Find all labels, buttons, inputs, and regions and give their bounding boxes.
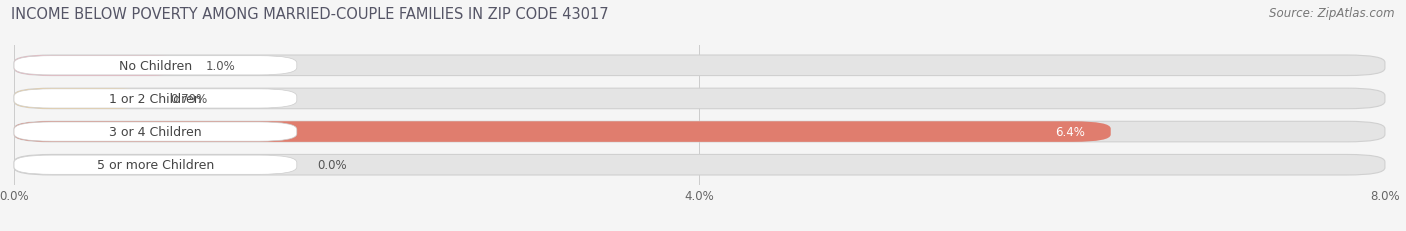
Text: 0.0%: 0.0% (318, 158, 347, 171)
FancyBboxPatch shape (14, 155, 1385, 175)
FancyBboxPatch shape (14, 56, 1385, 76)
Text: No Children: No Children (120, 60, 193, 73)
FancyBboxPatch shape (14, 56, 186, 76)
Text: 0.79%: 0.79% (170, 93, 207, 106)
FancyBboxPatch shape (14, 89, 1385, 109)
Text: 6.4%: 6.4% (1054, 125, 1085, 138)
Text: 5 or more Children: 5 or more Children (97, 158, 214, 171)
FancyBboxPatch shape (14, 122, 1385, 142)
FancyBboxPatch shape (14, 155, 297, 175)
Text: 3 or 4 Children: 3 or 4 Children (110, 125, 201, 138)
Text: INCOME BELOW POVERTY AMONG MARRIED-COUPLE FAMILIES IN ZIP CODE 43017: INCOME BELOW POVERTY AMONG MARRIED-COUPL… (11, 7, 609, 22)
Text: 1 or 2 Children: 1 or 2 Children (110, 93, 201, 106)
FancyBboxPatch shape (14, 56, 297, 76)
FancyBboxPatch shape (14, 89, 149, 109)
Text: Source: ZipAtlas.com: Source: ZipAtlas.com (1270, 7, 1395, 20)
FancyBboxPatch shape (14, 89, 297, 109)
Text: 1.0%: 1.0% (207, 60, 236, 73)
FancyBboxPatch shape (14, 122, 297, 142)
FancyBboxPatch shape (14, 122, 1111, 142)
